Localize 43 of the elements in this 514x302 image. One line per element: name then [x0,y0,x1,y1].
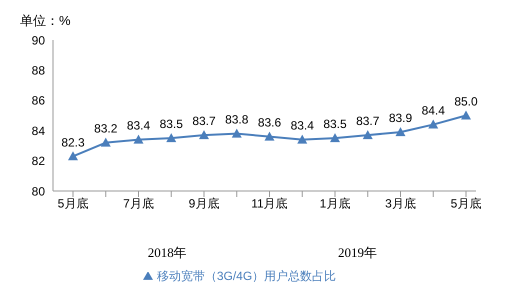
point [68,151,78,160]
data-label: 83.7 [192,114,216,128]
point [428,120,438,129]
point [232,128,242,138]
point [396,127,406,136]
text: 2018年 [148,244,187,262]
y-tick-label: 90 [32,33,46,48]
data-label: 83.4 [126,118,150,133]
x-tick-label: 7月底 [123,196,154,211]
point [330,133,340,142]
text: 2019年 [338,244,378,262]
x-tick-label: 5月底 [450,196,482,211]
point [264,132,274,141]
data-label: 82.3 [61,135,85,150]
y-tick-label: 82 [32,154,46,168]
x-tick-label: 5月底 [58,196,88,211]
data-label: 83.5 [323,117,347,132]
point [166,133,176,142]
point [461,110,471,120]
point [134,134,144,144]
data-label: 83.6 [258,116,282,130]
point [362,130,373,140]
y-tick-label: 80 [32,184,46,198]
data-label: 84.4 [422,104,446,118]
x-tick-label: 9月底 [188,196,220,211]
y-tick-label: 84 [32,124,46,138]
legend-label: 移动宽带（3G/4G）用户总数占比 [156,269,336,283]
data-label: 85.0 [454,94,478,108]
y-tick-label: 86 [32,94,46,108]
x-tick-label: 11月底 [251,196,288,211]
data-label: 83.5 [160,117,184,132]
data-label: 83.2 [94,122,118,136]
data-label: 83.9 [388,111,412,126]
point [100,138,111,147]
chart-title: 单位：% [20,12,71,30]
data-label: 83.8 [225,112,249,127]
data-label: 83.4 [290,118,314,133]
data-label: 83.7 [356,114,380,128]
x-tick-label: 1月底 [320,196,350,211]
x-tick-label: 3月底 [385,196,416,211]
point [199,130,209,140]
y-tick-label: 88 [32,63,46,78]
point [297,134,308,144]
